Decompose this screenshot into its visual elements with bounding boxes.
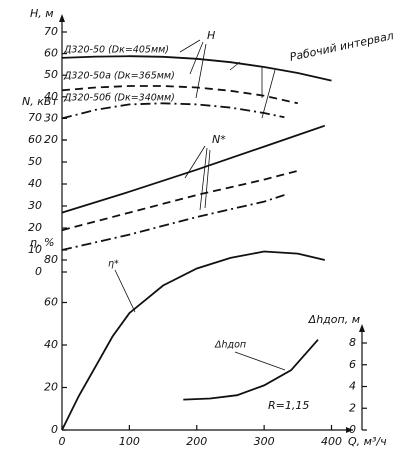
series-label: η* xyxy=(108,259,119,270)
leader xyxy=(179,39,207,99)
series-label: Д320-50 (Dк=405мм) xyxy=(63,45,169,56)
leader xyxy=(184,145,211,211)
series-label: Δhдоп xyxy=(214,340,246,351)
y-axis-label: Δhдоп, м xyxy=(308,313,360,326)
y-tick-label: 40 xyxy=(44,338,58,351)
y-tick-label: 8 xyxy=(349,336,356,349)
y2-axis-arrow xyxy=(359,324,365,332)
series-label: Д320-50б (Dк=340мм) xyxy=(63,93,175,104)
y-tick-label: 30 xyxy=(44,111,58,124)
y-tick-label: 2 xyxy=(349,401,356,414)
leader xyxy=(114,269,136,313)
y-tick-label: 60 xyxy=(28,133,42,146)
series-line xyxy=(61,250,326,431)
y-axis-label: η, % xyxy=(30,236,54,249)
y-tick-label: 0 xyxy=(349,423,356,436)
annotation: N* xyxy=(212,133,226,146)
x-tick-label: 300 xyxy=(254,435,275,448)
x-axis-label: Q, м³/ч xyxy=(348,435,387,448)
x-axis-arrow xyxy=(346,427,353,433)
series-line xyxy=(61,124,326,214)
x-tick-label: 100 xyxy=(119,435,140,448)
y-axis-arrow xyxy=(59,14,65,22)
series-line xyxy=(61,169,299,232)
y-tick-label: 0 xyxy=(35,265,42,278)
y-tick-label: 20 xyxy=(28,221,42,234)
x-tick-label: 400 xyxy=(321,435,342,448)
series-line xyxy=(183,339,319,401)
y-tick-label: 10 xyxy=(28,243,42,256)
y-tick-label: 0 xyxy=(51,423,58,436)
y-tick-label: 60 xyxy=(44,296,58,309)
y-tick-label: 70 xyxy=(28,111,42,124)
y-tick-label: 40 xyxy=(44,90,58,103)
x-tick-label: 200 xyxy=(186,435,207,448)
y-axis-label: H, м xyxy=(30,7,54,20)
y-tick-label: 20 xyxy=(44,381,58,394)
y-tick-label: 60 xyxy=(44,47,58,60)
leader xyxy=(229,61,276,119)
y-tick-label: 70 xyxy=(44,25,58,38)
series-line xyxy=(61,102,285,120)
series-line xyxy=(61,55,332,82)
annotation: R=1,15 xyxy=(268,399,309,412)
y-tick-label: 4 xyxy=(349,380,356,393)
series-label: Д320-50а (Dк=365мм) xyxy=(63,71,175,82)
x-tick-label: 0 xyxy=(59,435,66,448)
leader xyxy=(234,351,286,371)
y-tick-label: 50 xyxy=(28,155,42,168)
y-tick-label: 50 xyxy=(44,68,58,81)
y-tick-label: 20 xyxy=(44,133,58,146)
y-tick-label: 30 xyxy=(28,199,42,212)
series-line xyxy=(61,194,285,251)
annotation: Рабочий интервал xyxy=(289,29,395,64)
annotation: H xyxy=(207,29,215,42)
y-tick-label: 6 xyxy=(349,358,356,371)
series-line xyxy=(61,85,298,105)
y-tick-label: 80 xyxy=(44,253,58,266)
y-tick-label: 40 xyxy=(28,177,42,190)
y-axis-label: N, кВт xyxy=(22,95,58,108)
